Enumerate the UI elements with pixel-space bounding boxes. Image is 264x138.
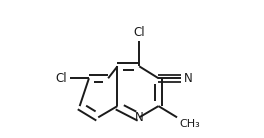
Text: CH₃: CH₃ <box>179 119 200 129</box>
Text: Cl: Cl <box>55 72 67 85</box>
Text: N: N <box>184 72 192 85</box>
Text: Cl: Cl <box>134 26 145 39</box>
Text: N: N <box>135 111 144 124</box>
